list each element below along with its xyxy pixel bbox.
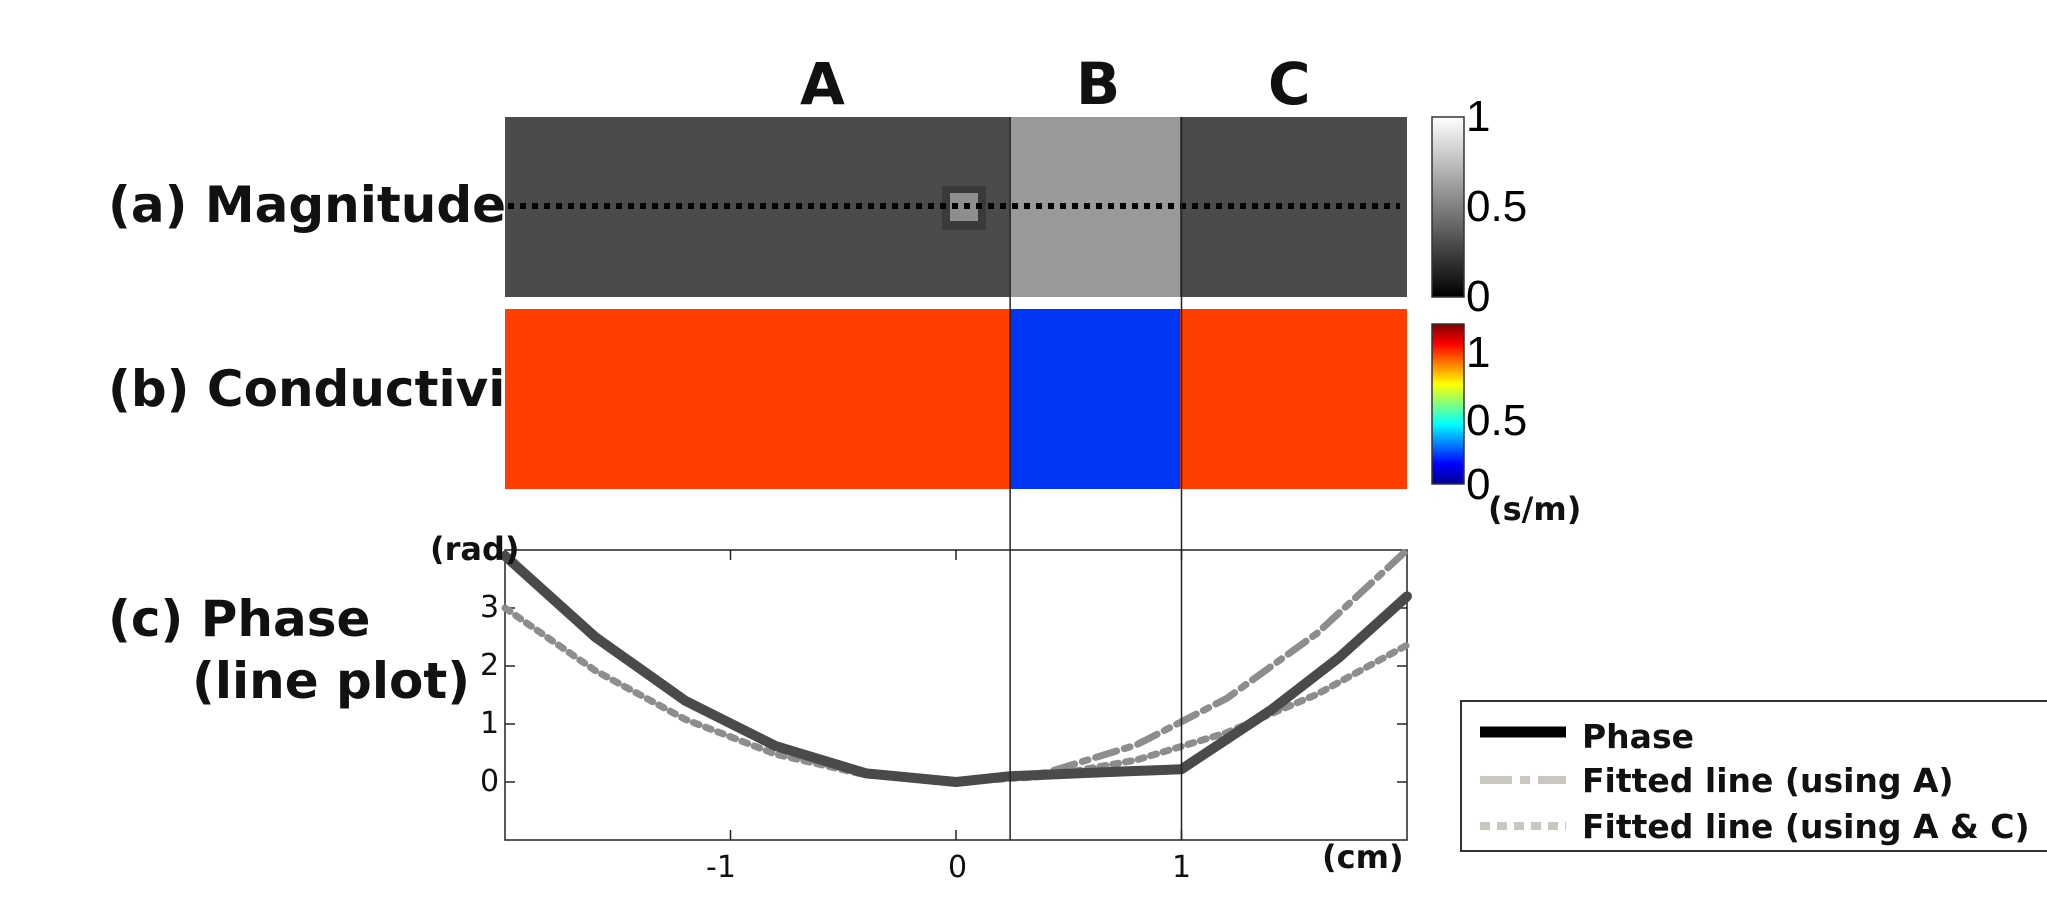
y-tick-2: 2	[480, 648, 500, 683]
legend-swatch-phase	[1480, 726, 1566, 738]
legend-label-fit-ac: Fitted line (using A & C)	[1582, 806, 2030, 846]
x-tick-0: 0	[948, 850, 968, 885]
region-label-c: C	[1268, 50, 1311, 118]
legend-swatch-fit-a	[1480, 776, 1566, 784]
legend-item-phase: Phase	[1478, 716, 1694, 756]
plot-legend: Phase Fitted line (using A) Fitted line …	[1460, 700, 2047, 852]
legend-label-fit-a: Fitted line (using A)	[1582, 760, 1954, 800]
conductivity-unit-label: (s/m)	[1488, 490, 1582, 528]
magnitude-colorbar-tick-1: 1	[1466, 92, 1491, 141]
conductivity-image	[505, 309, 1407, 489]
conductivity-region-a	[505, 309, 1010, 489]
magnitude-image	[505, 117, 1407, 297]
phase-plot	[500, 546, 1412, 841]
legend-swatch-fit-ac	[1480, 822, 1566, 830]
y-tick-0: 0	[480, 764, 500, 799]
region-label-b: B	[1076, 50, 1121, 118]
x-axis-label: (cm)	[1322, 838, 1404, 876]
region-label-a: A	[800, 50, 845, 118]
magnitude-region-b	[1010, 117, 1180, 297]
conductivity-colorbar	[1431, 323, 1465, 485]
x-tick-1: 1	[1172, 850, 1192, 885]
magnitude-row-label: (a) Magnitude	[108, 176, 507, 234]
conductivity-colorbar-tick-half: 0.5	[1466, 396, 1528, 445]
y-tick-1: 1	[480, 706, 500, 741]
magnitude-region-a	[505, 117, 1010, 297]
conductivity-region-c	[1180, 309, 1407, 489]
conductivity-region-b	[1010, 309, 1180, 489]
legend-label-phase: Phase	[1582, 716, 1694, 756]
series-phase	[500, 550, 1412, 787]
legend-item-fit-a: Fitted line (using A)	[1478, 760, 1954, 800]
magnitude-colorbar-tick-half: 0.5	[1466, 182, 1528, 231]
y-tick-3: 3	[480, 590, 500, 625]
x-tick-neg1: -1	[706, 850, 736, 885]
legend-item-fit-ac: Fitted line (using A & C)	[1478, 806, 2030, 846]
magnitude-colorbar-tick-0: 0	[1466, 272, 1491, 321]
y-axis-label: (rad)	[430, 530, 520, 568]
conductivity-row-label: (b) Conductivity	[108, 360, 562, 418]
series-fitted-line-using-a-c	[501, 604, 1411, 786]
phase-row-label-line1: (c) Phase	[108, 590, 371, 648]
magnitude-colorbar	[1431, 116, 1465, 298]
conductivity-colorbar-tick-0: 0	[1466, 460, 1491, 509]
phase-row-label-line2: (line plot)	[192, 652, 471, 710]
conductivity-colorbar-tick-1: 1	[1466, 328, 1491, 377]
